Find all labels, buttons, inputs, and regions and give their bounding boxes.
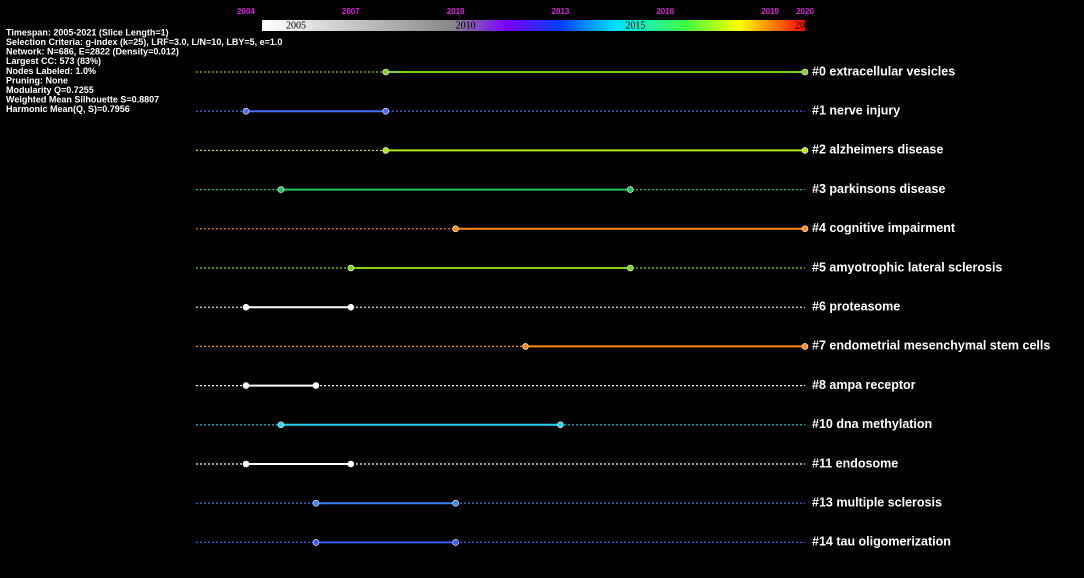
info-line: Nodes Labeled: 1.0% [6, 66, 96, 76]
cluster-node [347, 264, 355, 272]
cluster-node [347, 303, 355, 311]
colorbar-label: 2015 [625, 20, 645, 31]
cluster-node [312, 382, 320, 389]
cluster-node [452, 225, 459, 233]
cluster-node [801, 343, 809, 350]
cluster-node [382, 147, 390, 154]
cluster-node [801, 225, 809, 233]
cluster-label: #2 alzheimers disease [812, 143, 943, 157]
cluster-node [452, 499, 459, 507]
x-tick-label: 2013 [552, 7, 570, 16]
info-line: Pruning: None [6, 75, 68, 85]
info-line: Modularity Q=0.7255 [6, 85, 94, 95]
cluster-node [627, 264, 634, 272]
cluster-node [242, 107, 250, 115]
info-line: Weighted Mean Silhouette S=0.8807 [6, 95, 159, 105]
cluster-node [312, 539, 320, 546]
cluster-label: #11 endosome [812, 456, 898, 470]
cluster-node [242, 382, 250, 389]
cluster-node [452, 539, 459, 546]
cluster-label: #10 dna methylation [812, 417, 932, 431]
cluster-label: #5 amyotrophic lateral sclerosis [812, 260, 1002, 274]
cluster-label: #6 proteasome [812, 299, 900, 313]
x-tick-label: 2019 [761, 7, 779, 16]
cluster-label: #8 ampa receptor [812, 378, 916, 392]
x-tick-label: 2010 [447, 7, 465, 16]
cluster-node [242, 303, 250, 311]
colorbar-label: 2020 [795, 20, 815, 31]
x-tick-label: 2020 [796, 7, 814, 16]
cluster-node [522, 343, 529, 350]
cluster-label: #4 cognitive impairment [812, 221, 956, 235]
info-line: Harmonic Mean(Q, S)=0.7956 [6, 104, 130, 114]
x-tick-label: 2004 [237, 7, 255, 16]
info-line: Selection Criteria: g-index (k=25), LRF=… [6, 37, 282, 47]
cluster-node [627, 186, 634, 193]
cluster-label: #13 multiple sclerosis [812, 495, 942, 509]
cluster-label: #14 tau oligomerization [812, 535, 951, 549]
cluster-node [801, 147, 809, 154]
colorbar-label: 2010 [456, 20, 476, 31]
cluster-label: #3 parkinsons disease [812, 182, 945, 196]
info-line: Network: N=686, E=2822 (Density=0.012) [6, 47, 179, 57]
cluster-node [801, 68, 809, 76]
cluster-node [382, 68, 390, 76]
cluster-node [277, 421, 285, 429]
x-tick-label: 2016 [656, 7, 674, 16]
colorbar-label: 2005 [286, 20, 306, 31]
cluster-node [557, 421, 564, 429]
cluster-node [277, 186, 285, 193]
color-bar [262, 20, 805, 31]
cluster-label: #1 nerve injury [812, 103, 900, 117]
info-line: Largest CC: 573 (83%) [6, 56, 101, 66]
cluster-label: #7 endometrial mesenchymal stem cells [812, 339, 1050, 353]
cluster-node [312, 499, 320, 507]
x-tick-label: 2007 [342, 7, 360, 16]
cluster-node [347, 460, 355, 468]
info-line: Timespan: 2005-2021 (Slice Length=1) [6, 27, 169, 37]
cluster-label: #0 extracellular vesicles [812, 64, 955, 78]
cluster-node [242, 460, 250, 468]
cluster-node [382, 107, 390, 115]
